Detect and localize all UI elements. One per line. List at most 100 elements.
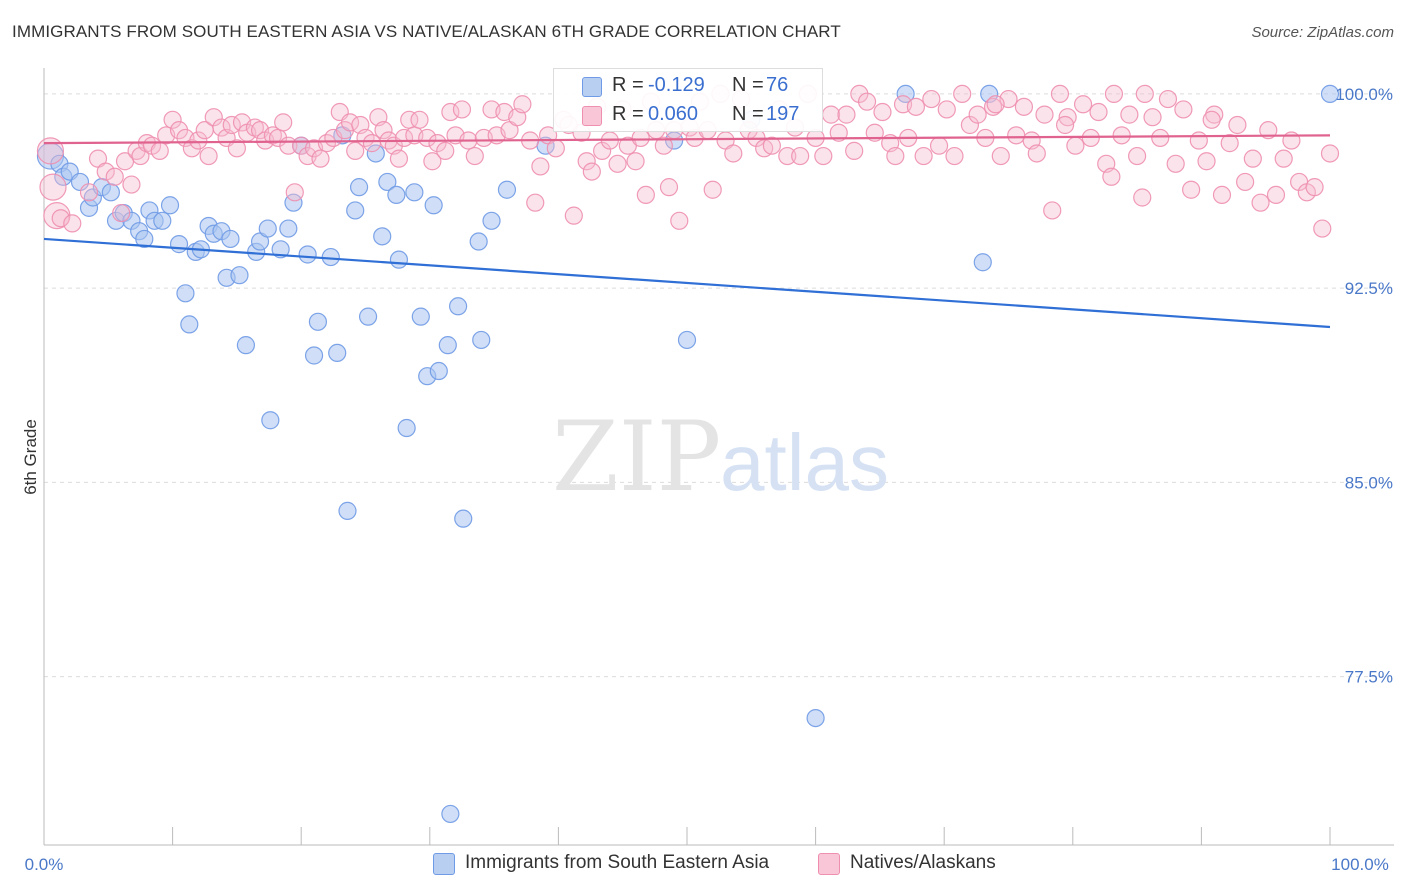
natives-point [311, 149, 330, 168]
natives-point [1236, 172, 1255, 192]
natives-point [96, 162, 115, 181]
natives-point [845, 141, 864, 160]
natives-point [857, 92, 877, 111]
immigrants-point [397, 418, 416, 438]
natives-point [814, 146, 833, 166]
immigrants-point [328, 343, 347, 362]
natives-point [1166, 154, 1185, 173]
natives-point [1212, 185, 1232, 205]
natives-point [1133, 188, 1152, 207]
natives-point [791, 146, 810, 166]
y-tick-label: 100.0% [1335, 85, 1393, 104]
natives-point [762, 136, 781, 155]
x-tick-label-max: 100.0% [1331, 855, 1389, 874]
source-label: Source: ZipAtlas.com [1251, 24, 1394, 41]
natives-point [452, 100, 472, 119]
natives-point [274, 113, 293, 132]
natives-point [724, 144, 743, 163]
natives-point [906, 97, 926, 116]
natives-point [703, 180, 722, 199]
natives-point [374, 121, 393, 140]
immigrants-point [424, 196, 443, 215]
natives-point [1259, 121, 1278, 140]
immigrants-point [298, 245, 317, 264]
immigrants-point [497, 180, 517, 199]
immigrants-point [411, 307, 430, 326]
immigrants-point [973, 253, 992, 272]
natives-point [1202, 110, 1221, 129]
immigrants-point [378, 172, 397, 192]
natives-point [36, 137, 65, 165]
natives-point [465, 146, 484, 166]
natives-point [394, 128, 414, 148]
natives-point [199, 146, 218, 166]
natives-point [986, 95, 1005, 114]
immigrants-point [387, 185, 406, 205]
natives-point [914, 146, 933, 166]
legend-label-natives: Natives/Alaskans [850, 852, 996, 873]
watermark-atlas: atlas [720, 418, 889, 507]
immigrants-point [180, 315, 199, 334]
legend-swatch-immigrants [433, 853, 455, 875]
n-label: N = [732, 103, 764, 125]
y-tick-label: 92.5% [1345, 279, 1393, 298]
natives-point [410, 110, 429, 129]
stats-legend-swatch-natives [582, 106, 602, 126]
natives-point [1035, 105, 1054, 124]
immigrants-point [101, 183, 120, 202]
natives-point [1197, 152, 1216, 171]
immigrants-point [454, 509, 473, 528]
natives-point [564, 206, 583, 225]
natives-point [1320, 144, 1340, 163]
natives-point [1266, 185, 1286, 205]
natives-point [837, 105, 856, 124]
stats-legend-row-natives: R = 0.060 N = 197 [554, 100, 822, 130]
r-value: -0.129 [648, 74, 705, 96]
immigrants-point [221, 229, 240, 249]
natives-point [1081, 128, 1100, 148]
immigrants-point [469, 232, 488, 251]
natives-point [112, 203, 131, 223]
natives-point [546, 139, 565, 158]
natives-point [1112, 126, 1131, 145]
trend-lines [43, 134, 1331, 329]
natives-point [1066, 136, 1085, 155]
natives-point [1104, 84, 1124, 104]
watermark-zip: ZIP [552, 401, 721, 513]
immigrants-point [308, 312, 328, 331]
natives-point [1251, 193, 1270, 212]
natives-point [1135, 84, 1154, 104]
natives-point [531, 157, 550, 176]
natives-point [582, 162, 601, 181]
natives-point [423, 152, 442, 171]
immigrants-point [160, 196, 180, 215]
natives-point [222, 115, 241, 135]
immigrants-point [806, 708, 825, 728]
natives-point [263, 126, 283, 145]
r-label: R = [612, 103, 644, 125]
natives-point [1189, 131, 1208, 150]
natives-point [1274, 149, 1293, 168]
legend-label-immigrants: Immigrants from South Eastern Asia [465, 852, 770, 873]
series-legend: Immigrants from South Eastern Asia Nativ… [0, 852, 1406, 878]
r-value: 0.060 [648, 103, 699, 125]
y-tick-label: 85.0% [1345, 473, 1393, 492]
natives-point [1205, 105, 1224, 124]
natives-point [968, 105, 987, 124]
natives-point [1228, 115, 1247, 135]
natives-point [626, 152, 645, 171]
natives-point [886, 146, 905, 166]
natives-point [189, 131, 208, 150]
n-value: 197 [766, 103, 800, 125]
immigrants-point [389, 250, 409, 269]
immigrants-point [176, 284, 195, 303]
natives-point [1043, 201, 1062, 220]
y-tick-labels: 100.0% 92.5% 85.0% 77.5% [1335, 85, 1393, 687]
natives-point [821, 105, 841, 124]
natives-trend-line [43, 134, 1331, 145]
natives-point [1305, 178, 1324, 197]
natives-point [227, 139, 246, 158]
immigrants-point [261, 411, 280, 430]
immigrants-point [279, 219, 298, 238]
natives-point [659, 178, 679, 197]
